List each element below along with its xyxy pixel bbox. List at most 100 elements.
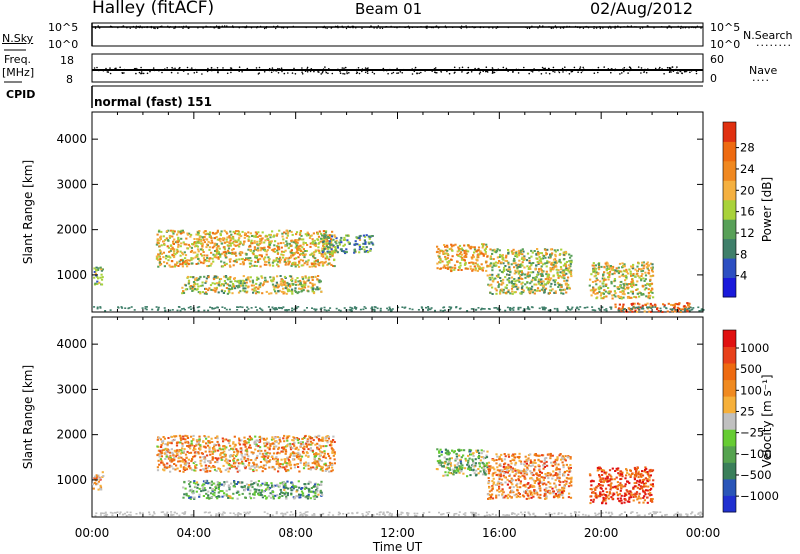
power-echo-cell bbox=[546, 261, 549, 264]
power-echo-cell bbox=[446, 244, 449, 247]
velocity-echo-cell bbox=[303, 462, 306, 465]
nsky-point bbox=[259, 25, 262, 28]
power-ground-cell bbox=[155, 306, 158, 308]
power-echo-cell bbox=[305, 260, 308, 263]
power-echo-cell bbox=[526, 273, 529, 276]
velocity-echo-cell bbox=[215, 484, 218, 487]
power-echo-cell bbox=[247, 276, 250, 279]
velocity-echo-cell bbox=[319, 489, 322, 492]
power-echo-cell bbox=[507, 268, 510, 271]
velocity-echo-cell bbox=[211, 441, 214, 443]
power-echo-cell bbox=[627, 296, 630, 299]
power-echo-cell bbox=[647, 296, 650, 299]
velocity-echo-cell bbox=[250, 451, 253, 454]
power-echo-cell bbox=[311, 242, 314, 244]
velocity-echo-cell bbox=[286, 494, 289, 497]
power-echo-cell bbox=[187, 282, 190, 285]
velocity-echo-cell bbox=[285, 486, 288, 489]
nsky-point bbox=[466, 27, 468, 29]
power-echo-cell bbox=[482, 243, 485, 246]
power-echo-cell bbox=[514, 291, 517, 294]
velocity-echo-cell bbox=[241, 462, 244, 465]
power-echo-cell bbox=[554, 291, 557, 294]
power-echo-cell bbox=[636, 288, 639, 291]
nsky-point bbox=[349, 26, 351, 29]
power-echo-cell bbox=[318, 241, 321, 244]
nsky-point bbox=[647, 25, 649, 27]
power-echo-cell bbox=[478, 268, 481, 271]
power-echo-cell bbox=[273, 260, 276, 263]
power-echo-cell bbox=[305, 250, 308, 252]
nsky-point bbox=[370, 25, 372, 27]
velocity-echo-cell bbox=[243, 458, 246, 460]
power-echo-cell bbox=[254, 235, 258, 238]
velocity-echo-cell bbox=[261, 470, 264, 473]
velocity-echo-cell bbox=[288, 442, 291, 445]
velocity-echo-cell bbox=[314, 467, 317, 470]
velocity-echo-cell bbox=[170, 435, 173, 438]
velocity-echo-cell bbox=[173, 458, 176, 461]
velocity-echo-cell bbox=[268, 452, 272, 455]
nsky-point bbox=[238, 27, 240, 29]
power-echo-cell bbox=[362, 242, 365, 245]
power-echo-cell bbox=[515, 254, 518, 256]
power-ground-cell bbox=[583, 307, 586, 309]
power-echo-cell bbox=[260, 239, 263, 242]
nave-point bbox=[306, 68, 309, 70]
velocity-echo-cell bbox=[259, 446, 262, 449]
power-echo-cell bbox=[326, 239, 329, 242]
power-echo-cell bbox=[226, 283, 229, 286]
power-echo-cell bbox=[299, 279, 302, 282]
power-ground-cell bbox=[634, 307, 637, 309]
velocity-echo-cell bbox=[302, 467, 306, 470]
power-colorbar-label: Power [dB] bbox=[760, 177, 774, 242]
power-echo-cell bbox=[545, 251, 548, 254]
power-echo-cell bbox=[541, 271, 544, 273]
power-echo-cell bbox=[294, 283, 297, 286]
velocity-echo-cell bbox=[227, 459, 230, 462]
velocity-echo-cell bbox=[184, 438, 187, 441]
velocity-echo-cell bbox=[316, 460, 319, 463]
power-echo-cell bbox=[487, 265, 490, 268]
power-echo-cell bbox=[304, 276, 307, 279]
power-echo-cell bbox=[158, 260, 162, 263]
power-echo-cell bbox=[504, 259, 507, 262]
power-echo-cell bbox=[683, 305, 686, 308]
velocity-echo-cell bbox=[286, 444, 289, 447]
nave-point bbox=[355, 70, 358, 72]
power-echo-cell bbox=[505, 254, 508, 257]
power-echo-cell bbox=[503, 266, 506, 269]
power-ground-cell bbox=[297, 306, 300, 308]
velocity-echo-cell bbox=[291, 483, 294, 486]
power-echo-cell bbox=[271, 248, 275, 251]
velocity-echo-cell bbox=[332, 454, 335, 457]
power-echo-cell bbox=[256, 247, 259, 250]
nsky-point bbox=[408, 27, 411, 29]
velocity-echo-cell bbox=[248, 492, 251, 495]
velocity-echo-cell bbox=[226, 467, 229, 470]
power-ground-cell bbox=[690, 309, 693, 311]
velocity-echo-cell bbox=[263, 442, 266, 445]
velocity-echo-cell bbox=[327, 465, 330, 468]
velocity-echo-cell bbox=[257, 492, 260, 495]
power-echo-cell bbox=[604, 278, 607, 281]
power-echo-cell bbox=[188, 232, 191, 235]
power-echo-cell bbox=[554, 253, 557, 256]
power-echo-cell bbox=[302, 243, 305, 246]
velocity-echo-cell bbox=[227, 485, 230, 488]
nave-point bbox=[202, 69, 205, 71]
power-ground-cell bbox=[527, 306, 529, 308]
nsky-point bbox=[599, 27, 601, 30]
velocity-echo-cell bbox=[265, 461, 268, 464]
power-echo-cell bbox=[296, 249, 299, 252]
velocity-echo-cell bbox=[96, 482, 99, 485]
power-echo-cell bbox=[550, 253, 553, 256]
power-echo-cell bbox=[553, 265, 556, 268]
nave-point bbox=[686, 70, 688, 72]
power-echo-cell bbox=[290, 244, 293, 247]
power-echo-cell bbox=[176, 261, 179, 264]
power-echo-cell bbox=[630, 282, 633, 285]
power-ground-cell bbox=[329, 307, 332, 309]
power-echo-cell bbox=[536, 289, 539, 292]
power-echo-cell bbox=[264, 239, 267, 242]
